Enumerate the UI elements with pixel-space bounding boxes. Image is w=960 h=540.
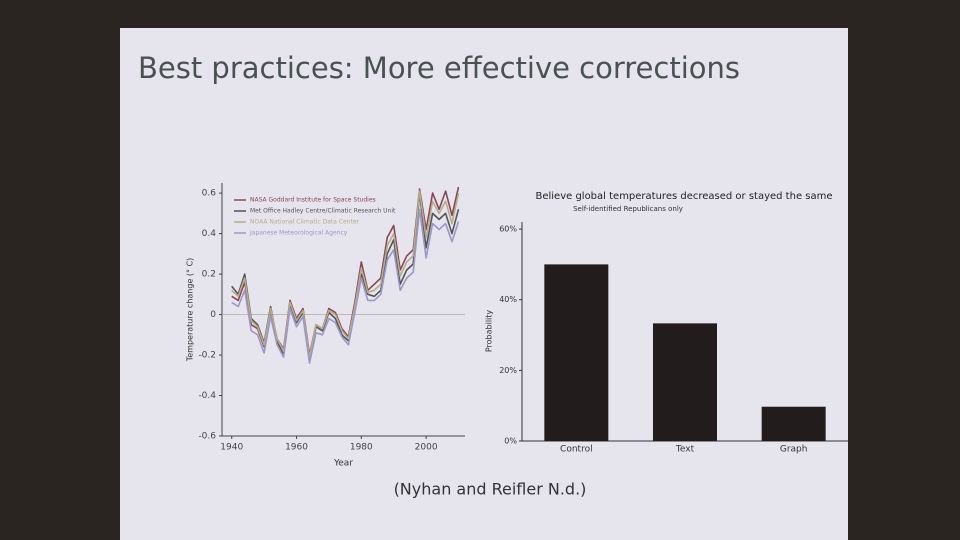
bar <box>761 406 826 441</box>
x-tick-label: 1940 <box>220 443 243 453</box>
bar <box>544 264 609 441</box>
y-tick-label: 20% <box>499 366 517 375</box>
y-tick-label: -0.4 <box>198 391 216 401</box>
legend-label: NASA Goddard Institute for Space Studies <box>250 197 376 204</box>
bar <box>653 323 717 441</box>
x-axis-label: Year <box>333 459 353 469</box>
y-tick-label: 0% <box>504 437 517 446</box>
chart-subtitle: Self-identified Republicans only <box>573 205 683 213</box>
legend-label: NOAA National Climatic Data Center <box>250 219 360 226</box>
x-tick-label: Graph <box>780 445 808 455</box>
y-tick-label: 0.2 <box>202 270 216 280</box>
y-axis-label: Temperature change (° C) <box>186 258 195 363</box>
x-tick-label: 1980 <box>350 443 373 453</box>
y-tick-label: 0.4 <box>202 229 217 239</box>
y-tick-label: 60% <box>499 225 517 234</box>
y-axis-label: Probability <box>485 310 494 353</box>
y-tick-label: 0.6 <box>202 189 217 199</box>
x-tick-label: 1960 <box>285 443 308 453</box>
y-tick-label: -0.6 <box>198 432 216 442</box>
legend-label: Japanese Meteorological Agency <box>249 230 348 237</box>
x-tick-label: 2000 <box>415 443 438 453</box>
citation: (Nyhan and Reifler N.d.) <box>394 480 587 499</box>
legend-label: Met Office Hadley Centre/Climatic Resear… <box>250 208 396 215</box>
x-tick-label: Control <box>560 445 593 455</box>
slide <box>120 28 848 540</box>
y-tick-label: 0 <box>210 310 216 320</box>
chart-title: Believe global temperatures decreased or… <box>535 191 832 202</box>
series-line <box>231 190 460 358</box>
x-tick-label: Text <box>675 445 695 455</box>
series-line <box>231 208 460 364</box>
y-tick-label: 40% <box>499 295 517 304</box>
slide-title: Best practices: More effective correctio… <box>138 51 740 85</box>
y-tick-label: -0.2 <box>198 351 216 361</box>
